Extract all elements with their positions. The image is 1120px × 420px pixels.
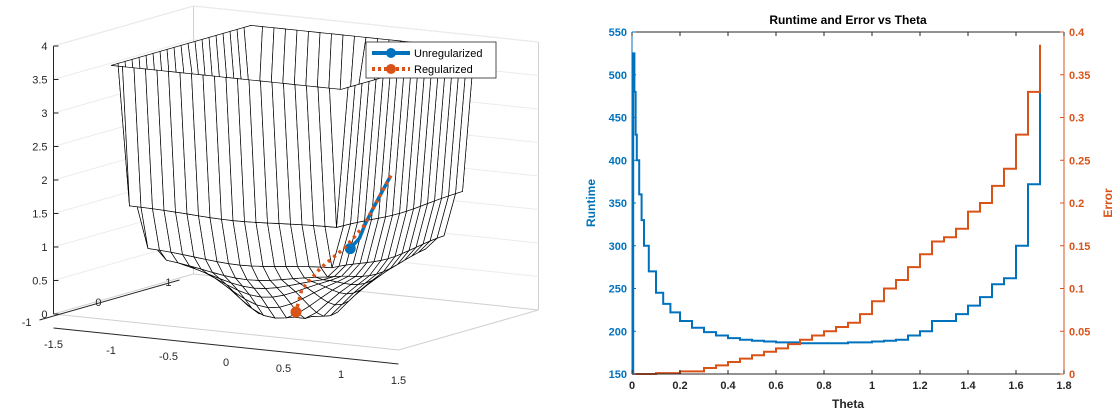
- z-tick-label: 1: [41, 242, 47, 254]
- left-y-tick-label: 250: [609, 284, 627, 296]
- legend: Unregularized Regularized: [365, 41, 497, 79]
- x-tick-label: -1: [106, 345, 116, 357]
- x-tick-label: 0.8: [816, 380, 831, 392]
- x-tick-label: 1.6: [1008, 380, 1023, 392]
- chart-title: Runtime and Error vs Theta: [769, 13, 927, 27]
- x-tick-label: 1.8: [1056, 380, 1071, 392]
- right-y-tick-label: 0.2: [1069, 198, 1084, 210]
- legend-swatch-marker: [386, 64, 396, 74]
- x-tick-label: 1: [338, 369, 344, 381]
- left-y-tick-label: 550: [609, 27, 627, 39]
- x-tick-label: 1.5: [391, 375, 406, 387]
- surface-chart: 0 0.5 1 1.5 2 2.5 3 3.5 4 -1.5 -1 -0.5 0 0.5 1 1.5 -1 0 1 U…: [22, 5, 539, 387]
- box-edge: [398, 309, 539, 351]
- right-y-tick-label: 0.1: [1069, 284, 1084, 296]
- z-tick-label: 1.5: [32, 209, 47, 221]
- right-y-axis-label: Error: [1101, 188, 1115, 218]
- x-tick-label: 1.2: [912, 380, 927, 392]
- right-y-tick-label: 0.4: [1069, 27, 1085, 39]
- y-tick-label: 1: [165, 277, 171, 289]
- right-y-tick-label: 0.25: [1069, 155, 1090, 167]
- left-y-tick-label: 350: [609, 198, 627, 210]
- left-y-axis-label: Runtime: [584, 179, 598, 227]
- legend-swatch-marker: [386, 48, 396, 58]
- y-tick-label: 0: [95, 297, 101, 309]
- legend-label: Regularized: [414, 64, 473, 76]
- x-tick-label: -0.5: [159, 351, 178, 363]
- z-tick-label: 2: [41, 175, 47, 187]
- gridline: [53, 5, 539, 47]
- right-y-tick-label: 0.05: [1069, 326, 1090, 338]
- series-marker-regularized: [290, 306, 302, 318]
- series-line-regularized: [294, 174, 393, 313]
- x-tick-label: 0.6: [768, 380, 783, 392]
- x-tick-label: 1.4: [960, 380, 976, 392]
- y-tick-label: -1: [22, 317, 32, 329]
- legend-label: Unregularized: [414, 48, 482, 60]
- x-tick-label: 0: [629, 380, 635, 392]
- left-y-tick-label: 400: [609, 155, 627, 167]
- x-tick-label: 1: [869, 380, 875, 392]
- runtime-error-chart: 0 0.2 0.4 0.6 0.8 1 1.2 1.4 1.6 1.8 150 200 250 300 35…: [584, 13, 1115, 411]
- box-edge: [53, 313, 399, 351]
- z-tick-label: 0: [41, 309, 47, 321]
- surface-mesh: [110, 25, 482, 319]
- z-tick-label: 3.5: [32, 75, 47, 87]
- x-tick-label: 0.2: [672, 380, 687, 392]
- x-axis: [53, 327, 399, 365]
- right-y-tick-label: 0.3: [1069, 113, 1084, 125]
- x-tick-label: 0: [223, 357, 229, 369]
- left-y-tick-label: 450: [609, 113, 627, 125]
- y-axis: [39, 279, 180, 321]
- left-y-tick-label: 500: [609, 70, 627, 82]
- surface-quad: [329, 86, 349, 228]
- z-tick-label: 0.5: [32, 276, 47, 288]
- z-tick-label: 3: [41, 108, 47, 120]
- x-axis-label: Theta: [832, 397, 864, 411]
- box-edge: [53, 273, 194, 315]
- series-line-runtime: [632, 52, 1041, 375]
- x-tick-label: 0.4: [720, 380, 736, 392]
- right-y-tick-label: 0.15: [1069, 241, 1090, 253]
- right-y-tick-label: 0.35: [1069, 70, 1090, 82]
- left-y-tick-label: 300: [609, 241, 627, 253]
- series-marker-unregularized: [344, 243, 356, 255]
- right-y-tick-label: 0: [1069, 369, 1075, 381]
- z-tick-label: 2.5: [32, 142, 47, 154]
- x-tick-label: 0.5: [276, 363, 291, 375]
- x-tick-label: -1.5: [44, 339, 63, 351]
- z-tick-label: 4: [41, 41, 47, 53]
- series-line-error: [632, 44, 1041, 375]
- left-y-tick-label: 200: [609, 326, 627, 338]
- left-y-tick-label: 150: [609, 369, 627, 381]
